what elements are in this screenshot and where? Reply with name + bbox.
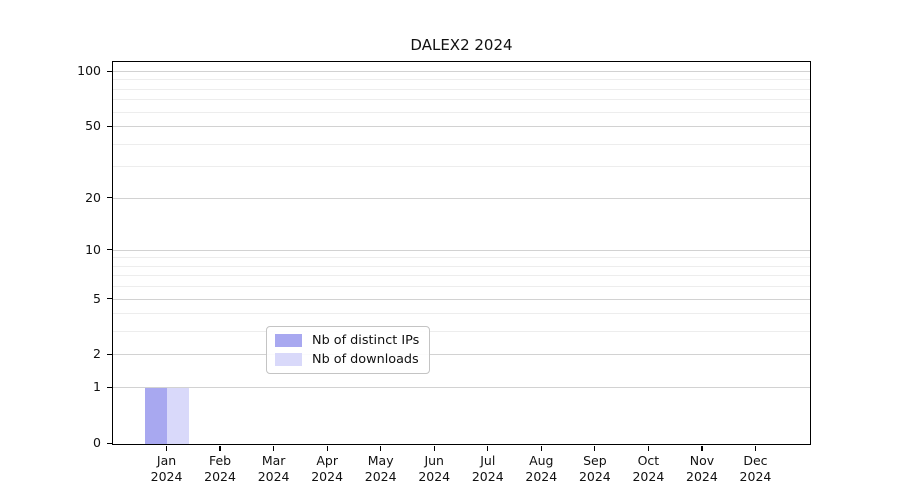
x-tick-label-mar: Mar 2024 bbox=[257, 453, 290, 484]
gridline-major bbox=[113, 197, 810, 199]
gridline-major bbox=[113, 126, 810, 128]
x-tick-mark bbox=[273, 445, 275, 451]
y-tick-label: 5 bbox=[93, 290, 101, 306]
gridline-minor bbox=[113, 275, 810, 277]
y-tick-mark bbox=[106, 442, 112, 444]
x-tick-label-dec: Dec 2024 bbox=[739, 453, 772, 484]
x-tick-label-may: May 2024 bbox=[364, 453, 397, 484]
x-tick-label-jan: Jan 2024 bbox=[150, 453, 183, 484]
y-tick-mark bbox=[106, 353, 112, 356]
gridline-minor bbox=[113, 286, 810, 288]
legend: Nb of distinct IPs Nb of downloads bbox=[266, 326, 431, 374]
x-tick-label-nov: Nov 2024 bbox=[686, 453, 718, 484]
x-tick-mark bbox=[754, 445, 757, 451]
gridline-minor bbox=[113, 111, 810, 113]
x-tick-mark bbox=[594, 445, 596, 451]
gridline-minor bbox=[113, 313, 810, 315]
bar-distinct-ips-jan bbox=[144, 388, 167, 444]
x-tick-mark bbox=[326, 445, 328, 451]
gridline-minor bbox=[113, 79, 810, 81]
y-tick-label: 0 bbox=[93, 435, 101, 450]
legend-label-distinct-ips: Nb of distinct IPs bbox=[312, 333, 420, 348]
y-tick-mark bbox=[106, 70, 112, 72]
gridline-minor bbox=[113, 88, 810, 90]
y-tick-label: 1 bbox=[93, 379, 101, 395]
y-tick-mark bbox=[106, 125, 112, 127]
x-tick-mark bbox=[165, 445, 168, 451]
chart-title: DALEX2 2024 bbox=[410, 36, 513, 54]
y-tick-label: 100 bbox=[77, 63, 101, 79]
y-tick-mark bbox=[106, 386, 112, 388]
legend-swatch-distinct-ips bbox=[275, 334, 302, 347]
legend-item-downloads: Nb of downloads bbox=[275, 352, 419, 367]
y-tick-mark bbox=[106, 197, 112, 199]
gridline-major bbox=[113, 249, 810, 251]
x-tick-label-feb: Feb 2024 bbox=[204, 453, 236, 484]
y-tick-label: 2 bbox=[93, 346, 101, 362]
gridline-major bbox=[113, 298, 810, 300]
legend-item-distinct-ips: Nb of distinct IPs bbox=[275, 333, 419, 348]
y-tick-label: 50 bbox=[85, 118, 101, 134]
bar-downloads-jan bbox=[166, 388, 189, 444]
legend-label-downloads: Nb of downloads bbox=[312, 352, 419, 367]
y-tick-label: 10 bbox=[85, 241, 101, 257]
x-tick-mark bbox=[647, 445, 649, 451]
y-tick-mark bbox=[106, 249, 112, 251]
x-tick-mark bbox=[433, 445, 435, 451]
x-tick-label-jul: Jul 2024 bbox=[471, 453, 504, 484]
gridline-minor bbox=[113, 331, 810, 333]
y-tick-label: 20 bbox=[85, 189, 101, 205]
gridline-major bbox=[113, 354, 810, 356]
x-tick-label-jun: Jun 2024 bbox=[418, 453, 451, 484]
gridline-minor bbox=[113, 143, 810, 145]
x-tick-label-oct: Oct 2024 bbox=[632, 453, 665, 484]
gridline-major bbox=[113, 71, 810, 73]
y-tick-mark bbox=[106, 298, 112, 300]
x-tick-label-sep: Sep 2024 bbox=[578, 453, 611, 484]
gridline-minor bbox=[113, 166, 810, 168]
legend-swatch-downloads bbox=[275, 353, 302, 366]
x-tick-mark bbox=[380, 445, 382, 451]
gridline-minor bbox=[113, 265, 810, 267]
gridline-major bbox=[113, 387, 810, 389]
gridline-minor bbox=[113, 99, 810, 101]
x-tick-mark bbox=[487, 445, 489, 451]
gridline-minor bbox=[113, 257, 810, 259]
x-tick-label-aug: Aug 2024 bbox=[525, 453, 558, 484]
plot-area: 0 1 2 5 10 20 50 100 Jan 2024 Feb 2024 Mar 2024 Apr… bbox=[77, 61, 811, 484]
x-tick-mark bbox=[701, 445, 703, 451]
x-tick-mark bbox=[219, 445, 221, 451]
x-tick-mark bbox=[540, 445, 542, 451]
x-tick-label-apr: Apr 2024 bbox=[311, 453, 344, 484]
